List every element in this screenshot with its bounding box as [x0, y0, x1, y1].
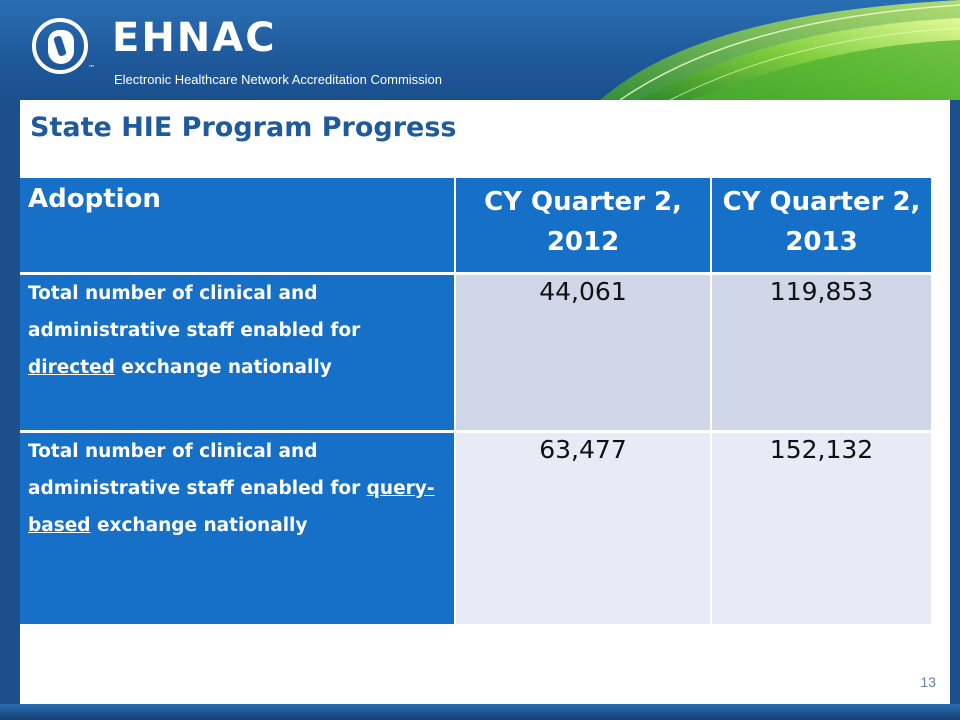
table-row: Total number of clinical and administrat… — [20, 431, 933, 624]
header-q2-2013: CY Quarter 2, 2013 — [711, 178, 933, 274]
row-label-emphasis: query-based — [28, 478, 435, 536]
row-label-suffix: exchange nationally — [121, 357, 332, 378]
row-label-suffix: exchange nationally — [96, 515, 308, 536]
table-header-row: Adoption CY Quarter 2, 2012 CY Quarter 2… — [20, 178, 933, 274]
row-label-prefix: Total number of clinical and administrat… — [28, 283, 361, 341]
row-label-prefix: Total number of clinical and administrat… — [28, 441, 361, 499]
value-directed-2013: 119,853 — [711, 273, 933, 432]
value-query-2012: 63,477 — [455, 431, 712, 624]
row-label-emphasis: directed — [28, 357, 115, 378]
page-title: State HIE Program Progress — [30, 112, 457, 143]
slide-content: State HIE Program Progress Adoption CY Q… — [20, 100, 950, 704]
brand-subtitle: Electronic Healthcare Network Accreditat… — [114, 72, 443, 87]
progress-table: Adoption CY Quarter 2, 2012 CY Quarter 2… — [20, 178, 933, 624]
row-label-directed: Total number of clinical and administrat… — [20, 273, 456, 432]
value-query-2013: 152,132 — [711, 431, 933, 624]
trademark-mark: ™ — [88, 64, 95, 72]
row-label-query-based: Total number of clinical and administrat… — [20, 431, 456, 624]
green-swoosh-decoration — [600, 0, 960, 100]
slide-header: ™ EHNAC Electronic Healthcare Network Ac… — [0, 0, 960, 100]
header-adoption: Adoption — [20, 178, 456, 274]
table-row: Total number of clinical and administrat… — [20, 273, 933, 432]
header-q2-2012: CY Quarter 2, 2012 — [455, 178, 712, 274]
slide-footer-band — [0, 704, 960, 720]
brand-name: EHNAC — [112, 15, 277, 61]
value-directed-2012: 44,061 — [455, 273, 712, 432]
page-number: 13 — [920, 674, 936, 690]
ehnac-logo-icon — [32, 18, 88, 74]
